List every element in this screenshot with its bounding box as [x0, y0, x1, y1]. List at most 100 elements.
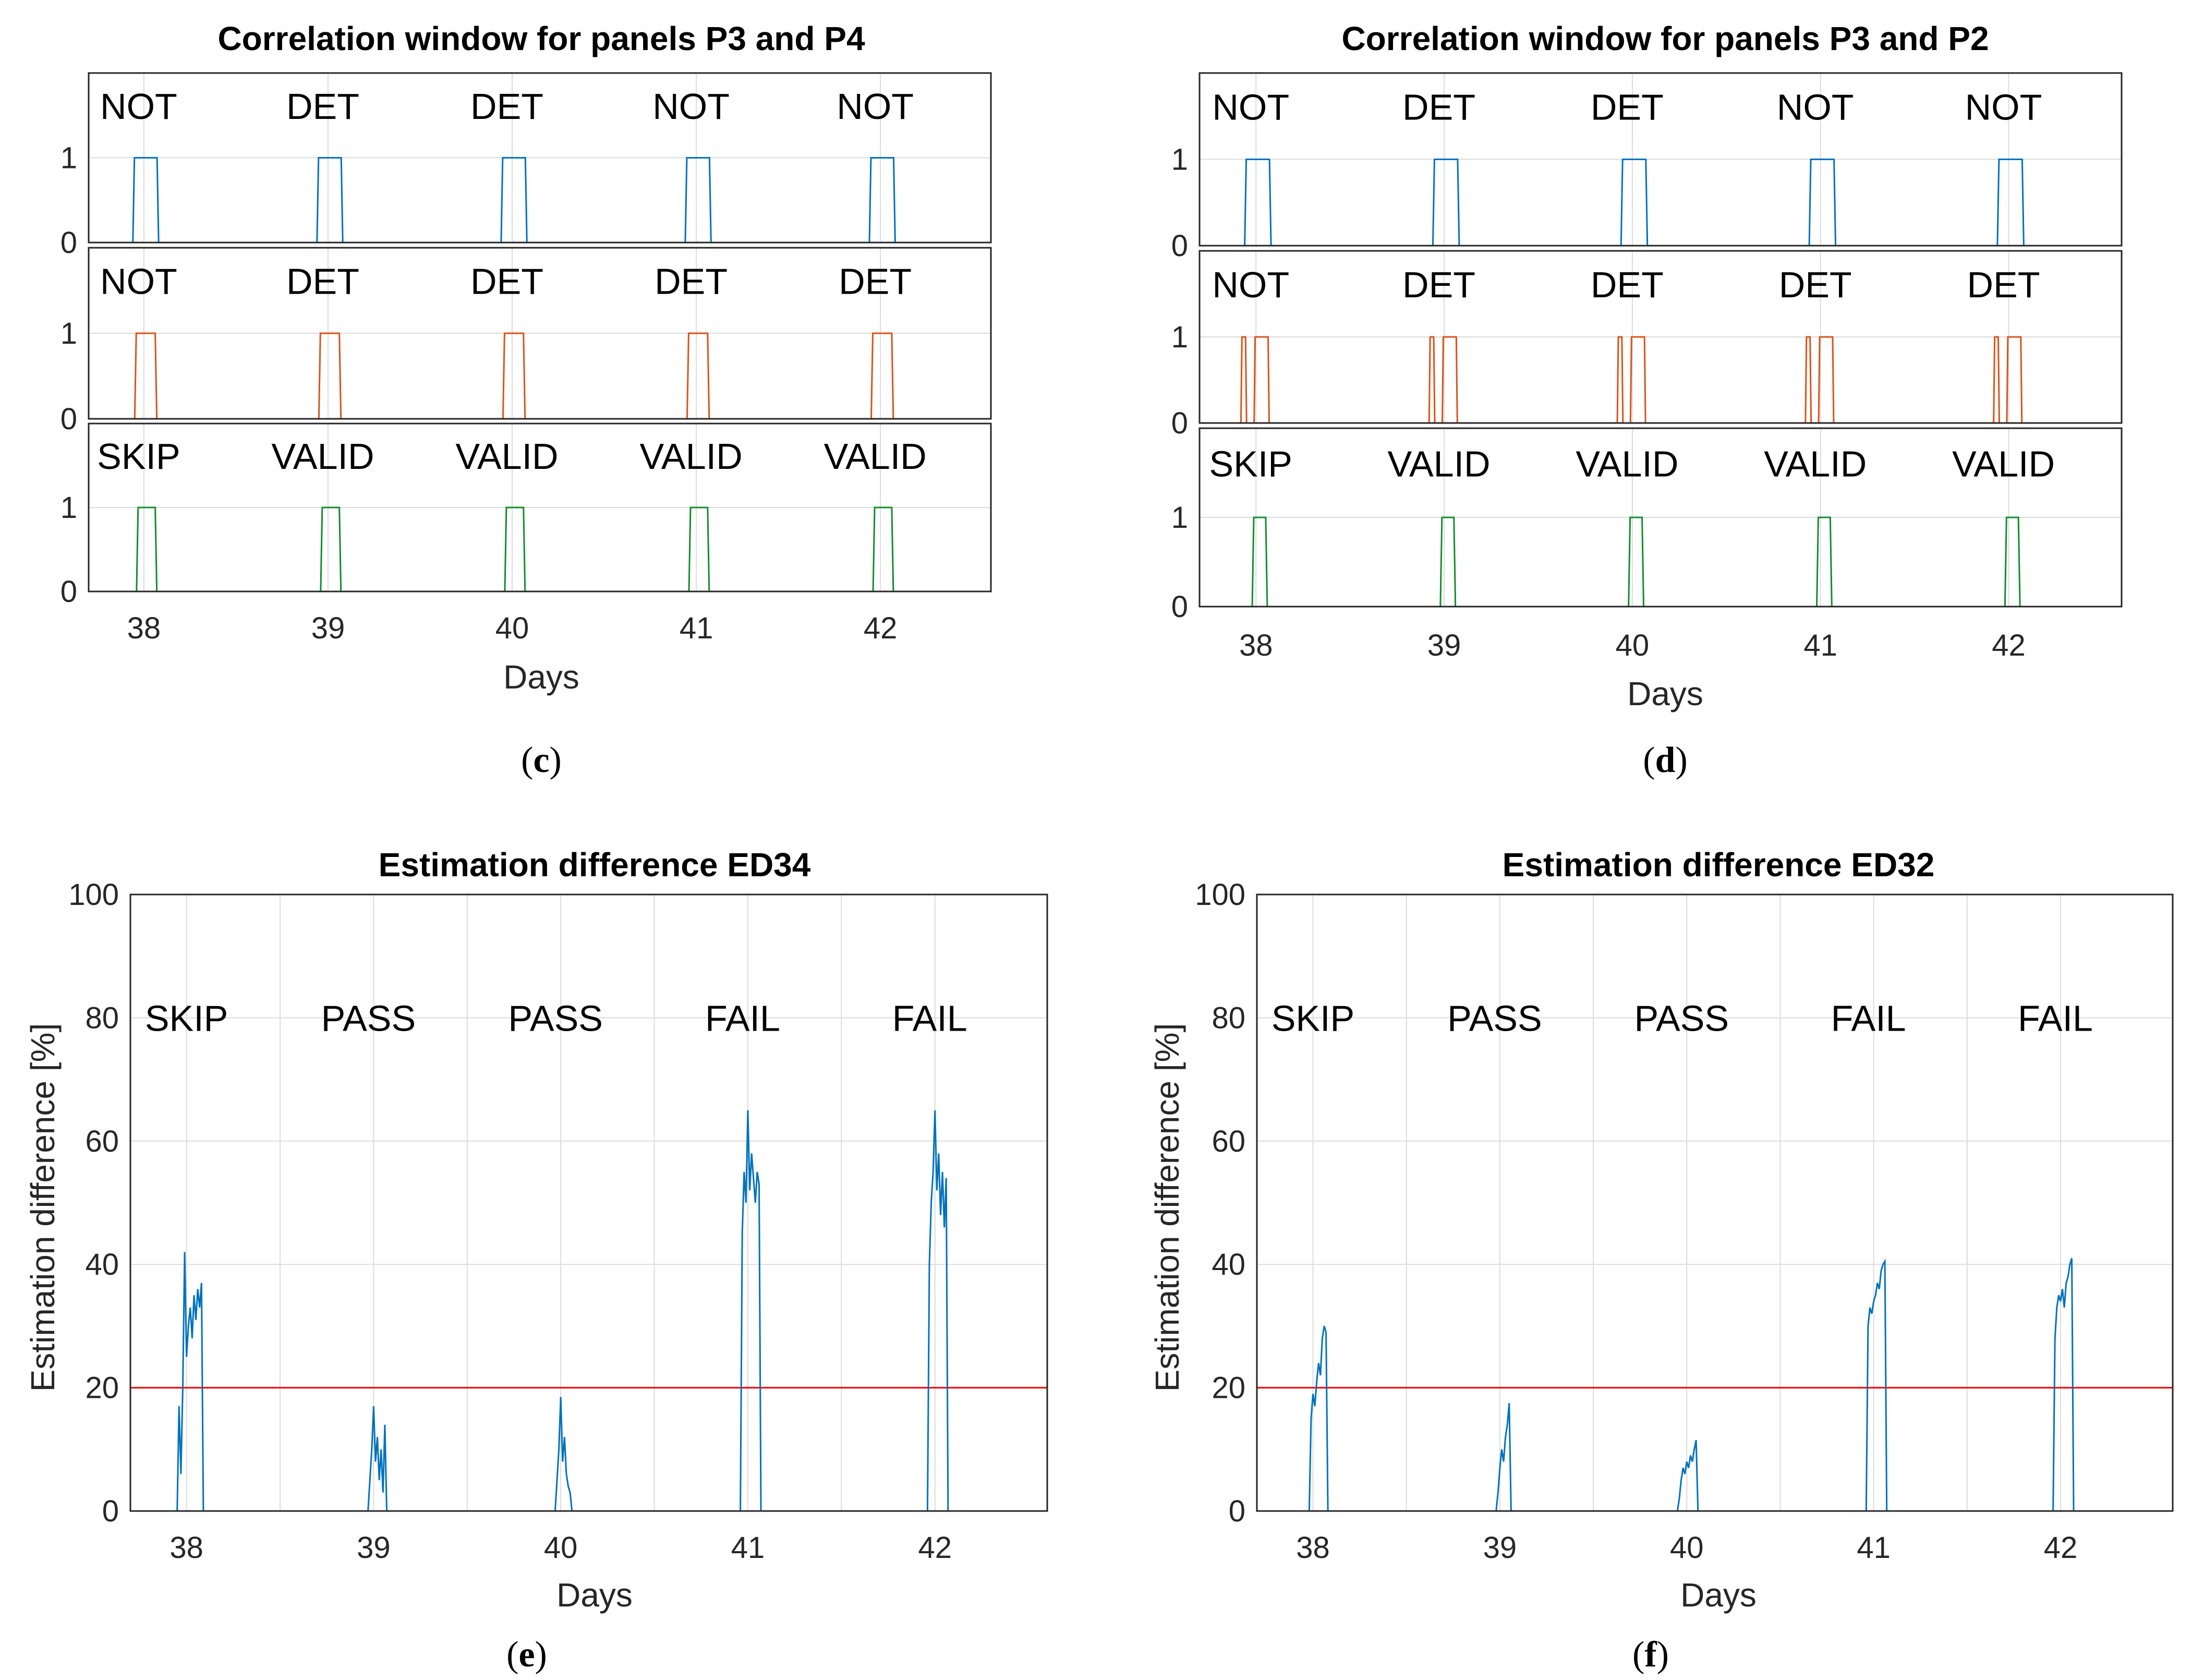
annotation-not: NOT [1777, 87, 1854, 127]
annotation-det: DET [839, 261, 912, 302]
y-tick-label: 0 [60, 402, 77, 436]
panel-d-title: Correlation window for panels P3 and P2 [1341, 20, 1989, 57]
x-tick-label: 42 [864, 611, 898, 645]
panel-f-caption: (f) [1632, 1635, 1669, 1675]
annotation-not: NOT [837, 86, 914, 127]
x-tick-label: 41 [731, 1531, 765, 1565]
y-tick-label: 0 [1171, 590, 1188, 624]
panel-d-xlabel: Days [1627, 675, 1703, 712]
annotation-pass: PASS [508, 998, 603, 1038]
y-tick-label: 1 [60, 317, 77, 350]
y-tick-label: 0 [1171, 406, 1188, 440]
annotation-valid: VALID [271, 436, 374, 477]
x-tick-label: 39 [1483, 1531, 1517, 1565]
panel-f-estimation-difference-ed32: Estimation difference ED32 Days Estimati… [1148, 846, 2174, 1675]
annotation-skip: SKIP [1271, 998, 1355, 1038]
signal-trace-green [89, 506, 991, 593]
y-tick-label: 60 [1212, 1125, 1245, 1158]
panel-e-estimation-difference-ed34: Estimation difference ED34 Days Estimati… [24, 846, 1048, 1675]
annotation-skip: SKIP [145, 998, 228, 1038]
y-tick-label: 1 [1171, 143, 1188, 177]
annotation-det: DET [470, 86, 543, 127]
signal-trace-blue [89, 157, 991, 244]
signal-trace-blue [1200, 159, 2122, 247]
annotation-not: NOT [100, 86, 177, 127]
x-tick-label: 40 [495, 611, 529, 645]
y-tick-label: 1 [1171, 320, 1188, 354]
y-tick-label: 1 [1171, 501, 1188, 535]
annotation-fail: FAIL [2018, 998, 2093, 1038]
annotation-valid: VALID [1952, 443, 2055, 484]
panel-f-ylabel: Estimation difference [%] [1148, 1023, 1186, 1392]
x-tick-label: 40 [1670, 1531, 1704, 1565]
annotation-not: NOT [100, 261, 177, 302]
x-tick-label: 42 [2044, 1531, 2078, 1565]
annotation-det: DET [470, 261, 543, 302]
subplot-frame [1198, 250, 2123, 424]
y-tick-label: 0 [60, 226, 77, 260]
annotation-det: DET [1402, 264, 1475, 305]
x-tick-label: 41 [1803, 629, 1837, 662]
y-tick-label: 1 [60, 491, 77, 525]
subplot-1: 0 1 NOT DET DET NOT NOT [1171, 72, 2123, 263]
subplot-1: 0 1 NOT DET DET NOT NOT [60, 72, 992, 260]
panel-f-title: Estimation difference ED32 [1503, 846, 1935, 884]
subplot-frame [1198, 72, 2123, 247]
annotation-not: NOT [1212, 264, 1289, 305]
y-tick-label: 20 [85, 1371, 119, 1405]
panel-e-caption: (e) [506, 1635, 547, 1675]
annotation-det: DET [655, 261, 728, 302]
annotation-not: NOT [1212, 87, 1289, 127]
x-tick-label: 38 [127, 611, 161, 645]
subplot-3: 0 1 SKIP VALID VALID VALID VALID [60, 422, 992, 609]
y-tick-label: 40 [85, 1248, 119, 1282]
y-tick-label: 80 [85, 1001, 119, 1035]
subplot-frame [1198, 427, 2123, 608]
y-tick-label: 100 [1195, 878, 1245, 912]
signal-trace-orange [1200, 336, 2122, 424]
x-tick-label: 41 [1857, 1531, 1891, 1565]
series-line-ed34 [130, 1110, 1047, 1512]
annotation-fail: FAIL [705, 998, 780, 1038]
axes: 0 20 40 60 80 100 38 39 40 41 42 SKIP PASS PASS FAIL FA… [1195, 878, 2174, 1565]
plot-frame [1256, 893, 2174, 1512]
annotation-det: DET [286, 261, 359, 302]
y-tick-label: 100 [68, 878, 119, 912]
annotation-valid: VALID [1764, 443, 1867, 484]
panel-c-title: Correlation window for panels P3 and P4 [217, 20, 865, 57]
annotation-pass: PASS [1447, 998, 1542, 1038]
subplot-2: 0 1 NOT DET DET DET DET [60, 247, 992, 436]
x-tick-label: 41 [680, 611, 713, 645]
plot-frame [129, 893, 1048, 1512]
annotation-det: DET [1779, 264, 1852, 305]
x-tick-label: 40 [1616, 629, 1650, 662]
annotation-pass: PASS [1634, 998, 1729, 1038]
panel-e-xlabel: Days [556, 1576, 633, 1614]
annotation-det: DET [1591, 87, 1664, 127]
x-tick-label: 39 [357, 1531, 391, 1565]
y-tick-label: 1 [60, 141, 77, 175]
y-tick-label: 0 [1171, 229, 1188, 263]
subplot-frame [88, 72, 992, 244]
annotation-valid: VALID [455, 436, 558, 477]
subplot-frame [88, 247, 992, 420]
panel-d-correlation-p3-p2: Correlation window for panels P3 and P2 … [1171, 20, 2123, 780]
signal-trace-green [1200, 516, 2122, 608]
x-tick-label: 39 [311, 611, 345, 645]
y-tick-label: 0 [60, 575, 77, 609]
axes: 0 20 40 60 80 100 38 39 40 41 42 SKIP PASS PASS FAIL FA… [68, 878, 1048, 1565]
subplot-2: 0 1 NOT DET DET DET DET [1171, 250, 2123, 440]
panel-d-caption: (d) [1643, 740, 1688, 780]
x-tick-label: 38 [169, 1531, 203, 1565]
annotation-det: DET [1402, 87, 1475, 127]
subplot-3: 0 1 SKIP VALID VALID VALID VALID [1171, 427, 2123, 624]
y-tick-label: 20 [1212, 1371, 1245, 1405]
signal-trace-orange [89, 332, 991, 420]
x-tick-label: 40 [544, 1531, 578, 1565]
annotation-not: NOT [1965, 87, 2042, 127]
panel-f-xlabel: Days [1680, 1576, 1757, 1614]
annotation-skip: SKIP [97, 436, 180, 477]
annotation-det: DET [1967, 264, 2040, 305]
annotation-not: NOT [652, 86, 730, 127]
